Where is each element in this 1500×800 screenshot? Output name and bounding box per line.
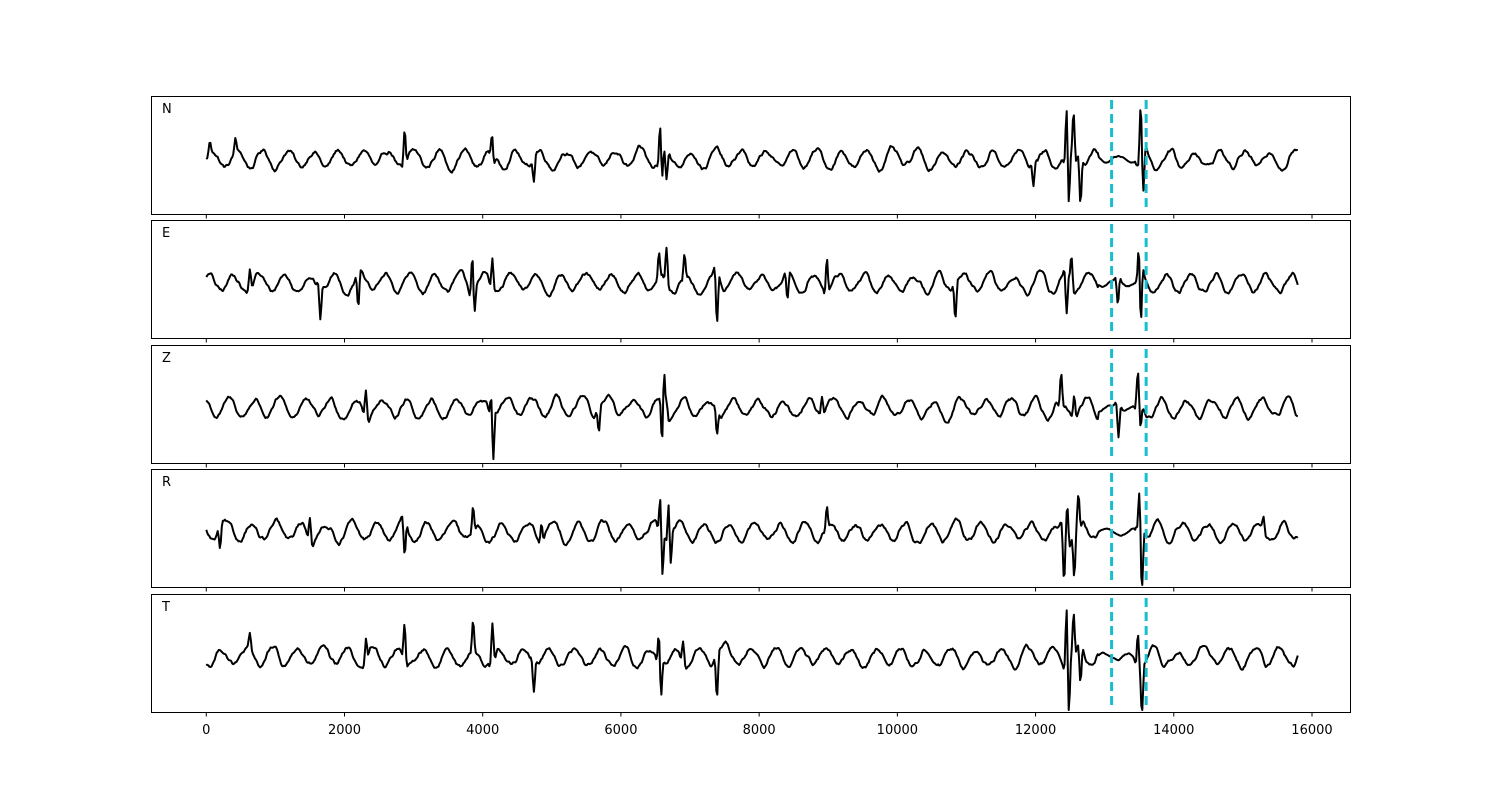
x-tick-label: 10000 [877, 723, 918, 738]
panel-n: N [151, 96, 1351, 219]
panel-e: E [151, 220, 1351, 343]
x-tick-label: 6000 [604, 723, 637, 738]
panel-frame [151, 345, 1351, 464]
panel-label-e: E [162, 226, 170, 241]
panel-r: R [151, 469, 1351, 592]
panel-label-t: T [161, 600, 170, 615]
x-axis: 0 2000 4000 6000 8000 10000 12000 14000 16000 [202, 723, 1333, 738]
panels-group: N E Z R T [151, 96, 1351, 717]
waveform-n [205, 109, 1298, 203]
panel-z: Z [151, 345, 1351, 468]
panel-label-r: R [162, 475, 171, 490]
x-tick-label: 4000 [466, 723, 499, 738]
waveform-r [205, 492, 1299, 586]
x-tick-label: 0 [202, 723, 210, 738]
panel-frame [151, 96, 1351, 215]
panel-label-z: Z [162, 351, 171, 366]
panel-frame [151, 220, 1351, 339]
panel-frame [151, 469, 1351, 588]
panel-label-n: N [162, 102, 172, 117]
x-tick-label: 16000 [1291, 723, 1332, 738]
x-tick-label: 2000 [328, 723, 361, 738]
panel-frame [151, 594, 1351, 713]
panel-t: T [151, 594, 1351, 717]
waveform-t [205, 609, 1299, 711]
x-tick-label: 8000 [743, 723, 776, 738]
x-tick-label: 12000 [1015, 723, 1056, 738]
waveform-z [205, 372, 1298, 461]
waveform-e [205, 246, 1299, 322]
x-tick-label: 14000 [1153, 723, 1194, 738]
